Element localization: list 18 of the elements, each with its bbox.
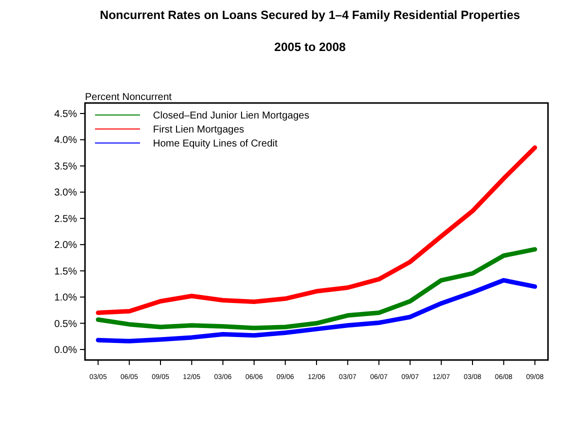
- y-tick-label: 4.5%: [54, 108, 78, 120]
- legend-label: Home Equity Lines of Credit: [153, 138, 278, 150]
- y-tick-label: 0.5%: [54, 318, 78, 330]
- line-series: [96, 247, 538, 330]
- legend-label: First Lien Mortgages: [153, 124, 244, 136]
- chart-subtitle: 2005 to 2008: [274, 40, 346, 54]
- y-tick-label: 3.0%: [54, 188, 78, 199]
- legend-label: Closed–End Junior Lien Mortgages: [153, 110, 310, 122]
- y-tick-label: 3.5%: [54, 161, 78, 172]
- y-tick-label: 1.5%: [54, 266, 78, 278]
- y-axis-title: Percent Noncurrent: [85, 92, 172, 103]
- y-tick-label: 4.0%: [54, 135, 78, 146]
- line-series: [96, 278, 538, 344]
- y-tick-label: 0.0%: [54, 345, 78, 356]
- chart-title: Noncurrent Rates on Loans Secured by 1–4 Family Residential Properties: [100, 8, 520, 22]
- y-tick-label: 2.0%: [54, 240, 78, 252]
- y-tick-label: 1.0%: [54, 292, 78, 304]
- y-tick-label: 2.5%: [54, 214, 78, 225]
